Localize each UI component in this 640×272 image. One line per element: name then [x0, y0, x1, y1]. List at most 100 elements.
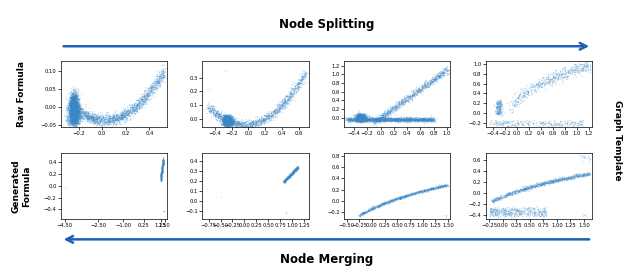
- Point: [66, 116, 76, 121]
- Point: [67, 105, 77, 109]
- Point: [383, 200, 393, 205]
- Point: [410, 191, 420, 195]
- Point: [289, 91, 299, 95]
- Point: [517, 94, 527, 99]
- Point: [538, 121, 548, 125]
- Point: [386, 197, 396, 202]
- Point: [221, 115, 231, 119]
- Point: [365, 118, 376, 122]
- Point: [74, 108, 84, 112]
- Point: [224, 121, 234, 125]
- Point: [352, 113, 362, 117]
- Point: [576, 63, 586, 67]
- Point: [221, 122, 231, 126]
- Point: [555, 122, 565, 127]
- Point: [536, 182, 547, 187]
- Point: [222, 119, 232, 124]
- Point: [224, 116, 234, 120]
- Point: [415, 90, 426, 94]
- Point: [222, 120, 232, 124]
- Point: [360, 115, 371, 119]
- Point: [292, 165, 303, 169]
- Point: [355, 117, 365, 122]
- Point: [76, 113, 86, 117]
- Point: [354, 113, 364, 118]
- Point: [279, 179, 289, 184]
- Point: [285, 174, 295, 179]
- Point: [570, 173, 580, 177]
- Point: [506, 207, 516, 211]
- Point: [274, 106, 284, 111]
- Point: [285, 92, 295, 96]
- Point: [156, 170, 166, 175]
- Point: [123, 107, 133, 111]
- Point: [515, 119, 525, 124]
- Point: [580, 214, 591, 218]
- Point: [222, 118, 232, 122]
- Point: [225, 121, 236, 125]
- Point: [66, 111, 76, 115]
- Point: [67, 102, 77, 106]
- Point: [157, 161, 168, 165]
- Point: [222, 117, 232, 121]
- Point: [435, 185, 445, 189]
- Point: [550, 76, 561, 81]
- Point: [358, 119, 369, 123]
- Point: [104, 116, 115, 121]
- Point: [223, 121, 233, 125]
- Point: [356, 118, 367, 122]
- Point: [518, 123, 528, 127]
- Point: [499, 193, 509, 197]
- Point: [358, 117, 368, 121]
- Point: [385, 111, 395, 115]
- Point: [65, 101, 76, 106]
- Point: [491, 208, 501, 212]
- Point: [500, 212, 511, 216]
- Point: [424, 187, 434, 191]
- Point: [579, 62, 589, 66]
- Point: [532, 184, 542, 188]
- Point: [74, 116, 84, 120]
- Point: [397, 98, 408, 102]
- Point: [150, 83, 161, 88]
- Point: [69, 113, 79, 117]
- Point: [72, 100, 82, 104]
- Point: [223, 121, 233, 125]
- Point: [222, 122, 232, 126]
- Point: [74, 112, 84, 116]
- Point: [223, 119, 234, 123]
- Point: [430, 186, 440, 190]
- Point: [211, 114, 221, 119]
- Point: [359, 117, 369, 121]
- Point: [223, 117, 233, 121]
- Point: [157, 160, 168, 165]
- Point: [222, 121, 232, 125]
- Point: [137, 98, 147, 103]
- Point: [384, 112, 394, 117]
- Point: [396, 118, 406, 122]
- Point: [69, 116, 79, 121]
- Point: [376, 117, 387, 122]
- Point: [537, 212, 547, 216]
- Point: [577, 67, 588, 72]
- Point: [67, 105, 77, 109]
- Point: [90, 118, 100, 122]
- Point: [220, 120, 230, 125]
- Point: [100, 112, 110, 116]
- Point: [516, 211, 526, 215]
- Point: [143, 94, 153, 98]
- Point: [222, 120, 232, 124]
- Point: [129, 110, 139, 115]
- Point: [224, 123, 234, 128]
- Point: [358, 112, 368, 116]
- Point: [282, 177, 292, 181]
- Point: [570, 62, 580, 66]
- Point: [223, 119, 234, 124]
- Point: [65, 106, 76, 111]
- Point: [354, 113, 364, 117]
- Point: [417, 190, 428, 194]
- Point: [495, 197, 505, 201]
- Point: [389, 117, 399, 122]
- Point: [525, 187, 535, 192]
- Point: [395, 195, 405, 200]
